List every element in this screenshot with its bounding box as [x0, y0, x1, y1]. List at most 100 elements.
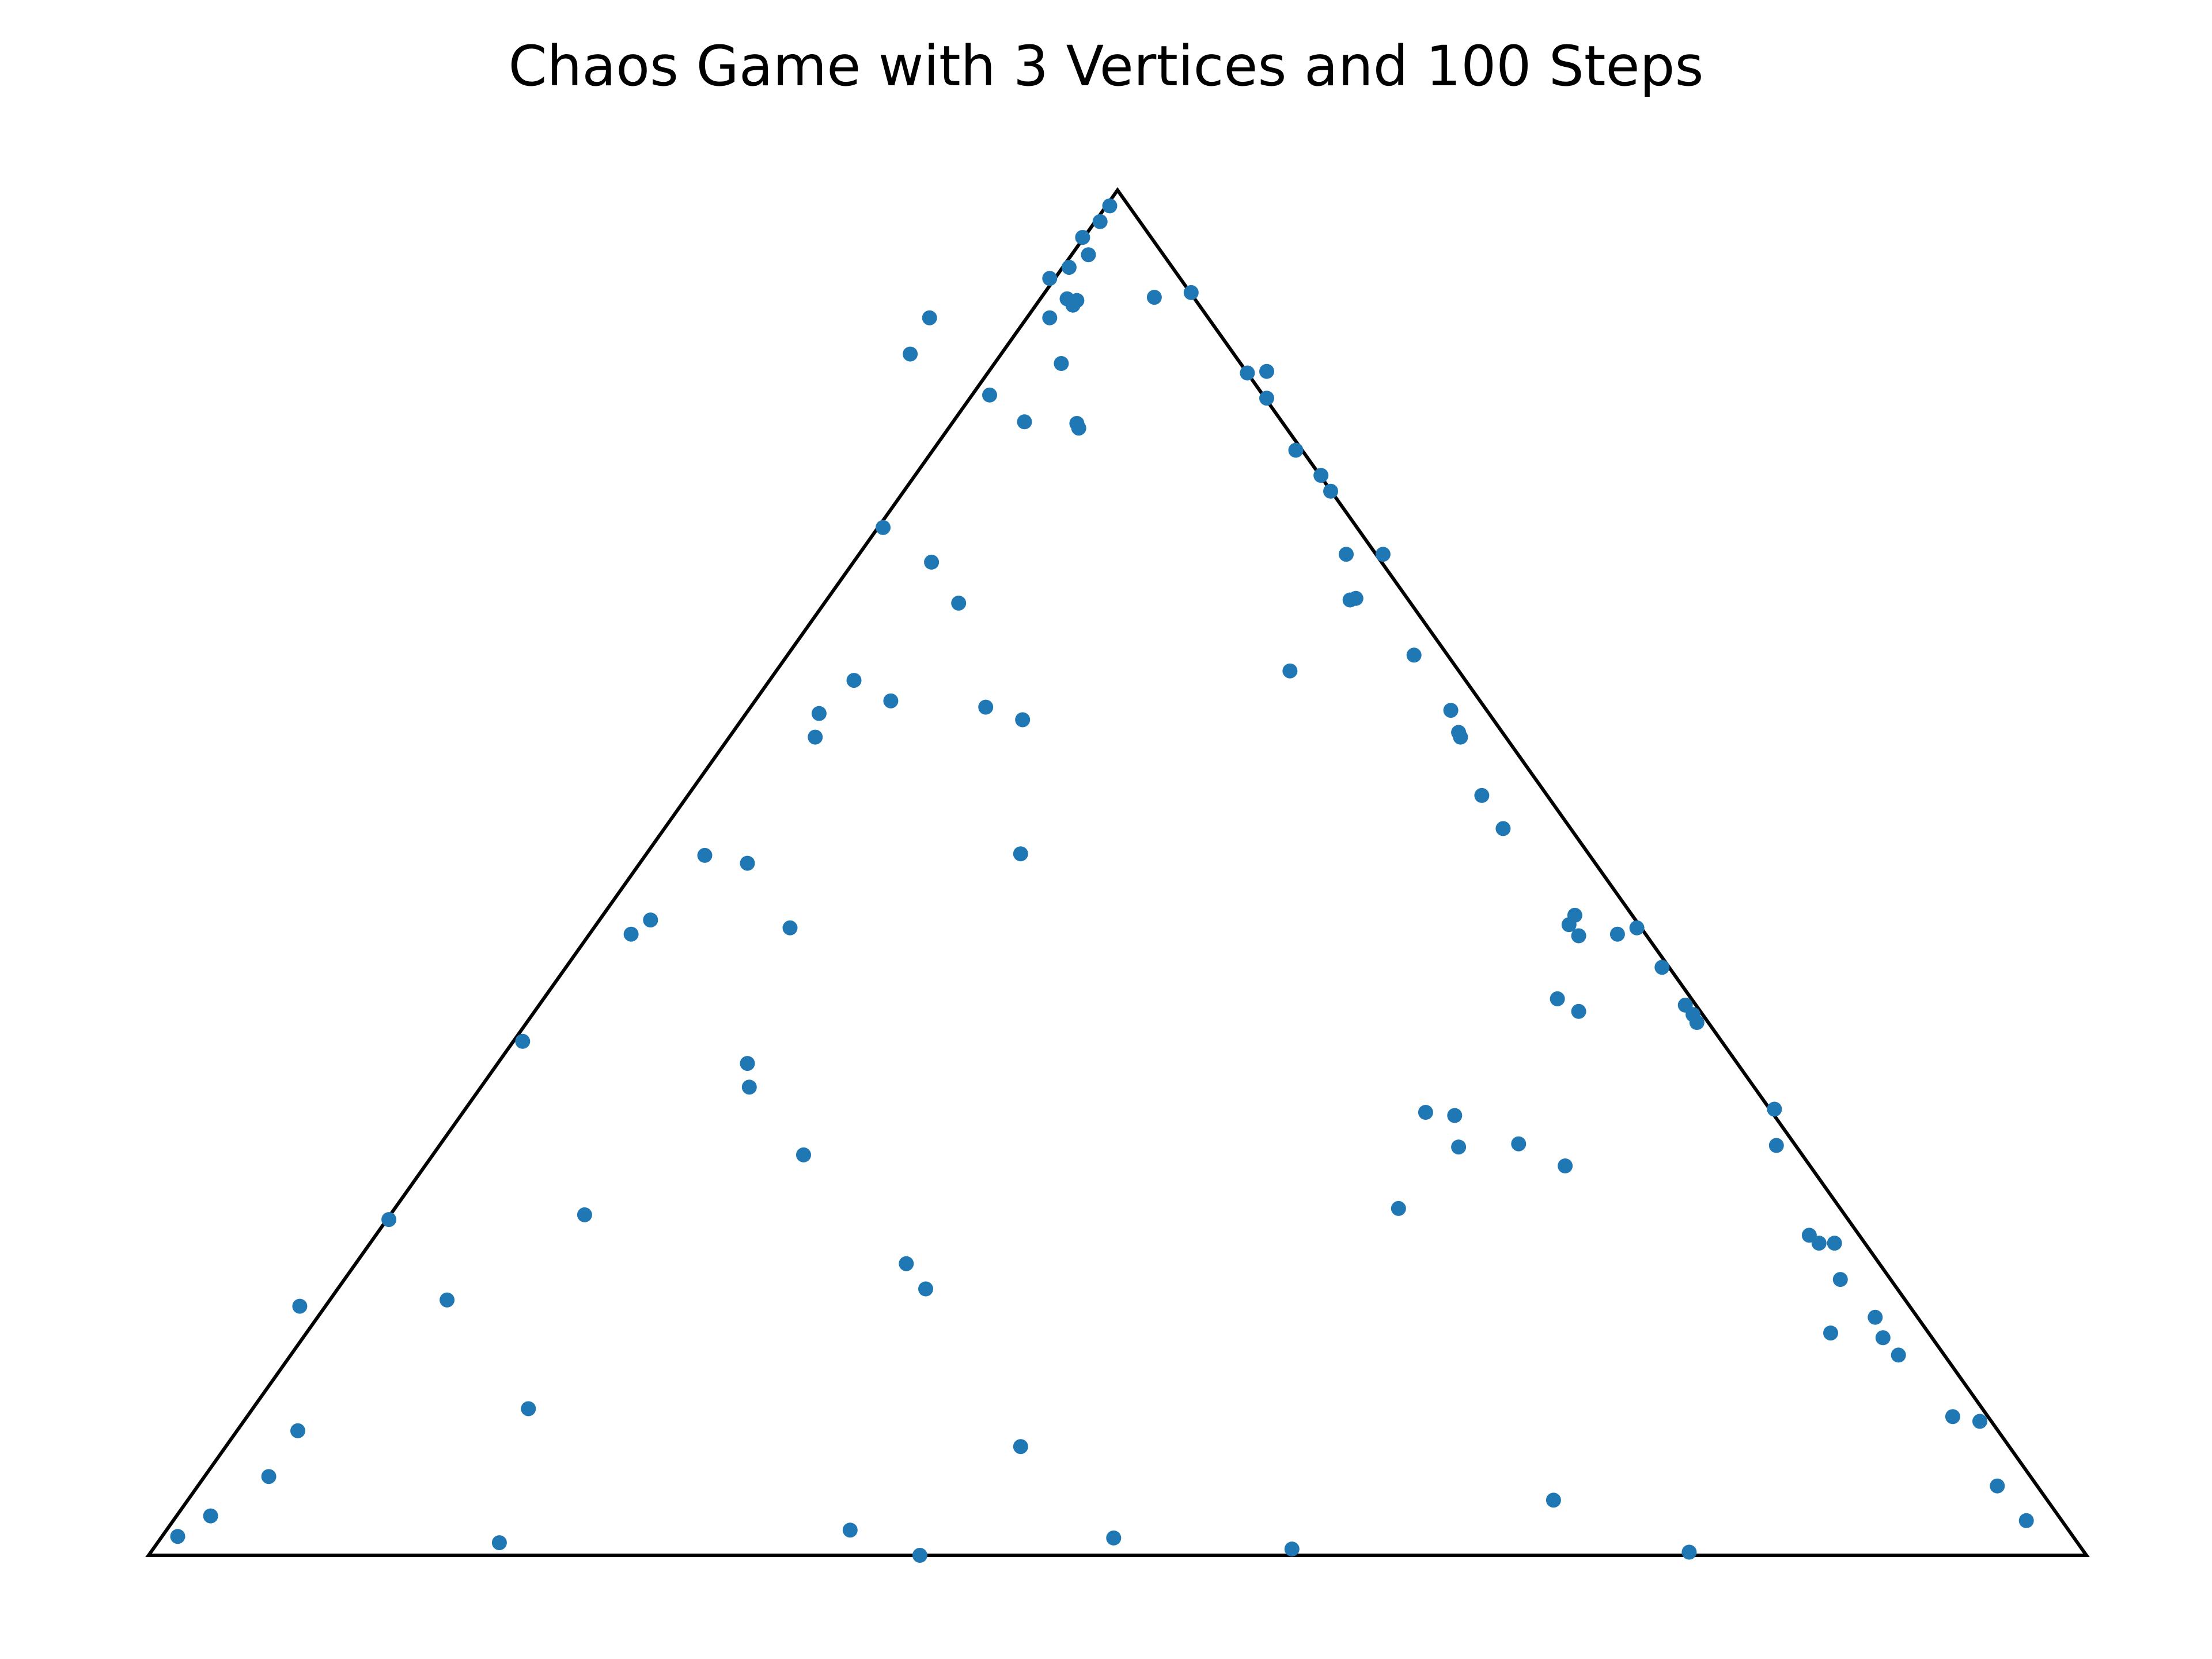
- data-point: [1259, 391, 1274, 406]
- data-point: [1875, 1330, 1891, 1346]
- data-point: [1106, 1530, 1122, 1546]
- data-point: [1375, 547, 1391, 562]
- data-point: [1075, 230, 1090, 245]
- data-point: [1443, 703, 1459, 718]
- data-point: [922, 310, 937, 325]
- data-point: [1284, 1541, 1300, 1557]
- data-point: [521, 1401, 536, 1416]
- data-point: [1013, 1439, 1028, 1455]
- data-point: [1768, 1138, 1784, 1153]
- data-point: [1288, 442, 1304, 458]
- data-point: [1990, 1478, 2005, 1494]
- data-point: [577, 1207, 592, 1222]
- data-point: [903, 346, 918, 362]
- data-point: [1042, 310, 1058, 325]
- data-point: [1832, 1272, 1848, 1287]
- data-point: [982, 387, 997, 403]
- chart-title: Chaos Game with 3 Vertices and 100 Steps: [508, 34, 1704, 99]
- data-point: [1558, 1158, 1573, 1173]
- data-point: [741, 1080, 757, 1095]
- data-point: [1550, 991, 1565, 1006]
- data-point: [643, 912, 658, 928]
- data-point: [381, 1212, 397, 1228]
- data-point: [1339, 547, 1354, 562]
- data-point: [1102, 198, 1118, 214]
- data-point: [1183, 285, 1199, 300]
- data-point: [876, 520, 891, 535]
- data-point: [1823, 1325, 1838, 1341]
- data-point: [1348, 590, 1363, 606]
- data-point: [1071, 421, 1086, 436]
- data-point: [491, 1535, 507, 1551]
- data-point: [290, 1423, 305, 1438]
- data-point: [1453, 729, 1468, 745]
- data-point: [203, 1508, 218, 1524]
- triangle-outline: [145, 187, 2090, 1557]
- data-point: [740, 855, 755, 871]
- data-point: [1571, 1003, 1586, 1019]
- data-point: [899, 1256, 914, 1271]
- data-point: [1447, 1108, 1463, 1123]
- data-point: [1240, 365, 1255, 381]
- data-point: [918, 1281, 933, 1297]
- data-point: [170, 1529, 185, 1544]
- data-point: [1391, 1200, 1406, 1216]
- data-point: [951, 596, 967, 611]
- data-point: [1571, 928, 1586, 944]
- data-point: [1092, 214, 1108, 229]
- data-point: [1811, 1236, 1827, 1251]
- data-point: [1313, 468, 1329, 483]
- data-point: [1017, 414, 1032, 430]
- data-point: [1146, 290, 1162, 305]
- data-point: [1054, 356, 1069, 371]
- data-point: [1495, 821, 1511, 836]
- data-point: [697, 847, 713, 863]
- data-point: [1868, 1309, 1883, 1325]
- data-point: [842, 1522, 858, 1538]
- triangle-outline-group: [145, 187, 2090, 1557]
- data-point: [740, 1056, 755, 1071]
- data-point: [623, 926, 639, 942]
- data-point: [1282, 663, 1298, 679]
- data-point: [2018, 1513, 2034, 1528]
- data-point: [1681, 1544, 1697, 1560]
- data-point: [1323, 483, 1338, 499]
- data-point: [1629, 920, 1645, 935]
- data-point: [440, 1292, 455, 1308]
- data-point: [782, 920, 798, 935]
- data-point: [1891, 1347, 1906, 1363]
- data-point: [292, 1298, 308, 1314]
- data-point: [1945, 1409, 1960, 1425]
- data-point: [1827, 1236, 1842, 1251]
- data-point: [924, 554, 940, 570]
- data-point: [1689, 1015, 1705, 1030]
- data-point: [1259, 363, 1274, 379]
- data-point: [978, 699, 994, 715]
- data-point: [1511, 1136, 1527, 1152]
- data-point: [1406, 647, 1422, 663]
- data-point: [1609, 926, 1625, 942]
- data-point: [1418, 1105, 1433, 1120]
- data-point: [846, 673, 862, 688]
- data-point: [808, 729, 823, 745]
- data-points-group: [170, 198, 2034, 1563]
- data-point: [1451, 1139, 1467, 1155]
- data-point: [883, 693, 899, 709]
- data-point: [1654, 960, 1670, 975]
- data-point: [1546, 1493, 1561, 1508]
- data-point: [1013, 846, 1028, 862]
- data-point: [912, 1548, 927, 1563]
- data-point: [1972, 1414, 1987, 1429]
- data-point: [811, 706, 827, 721]
- data-point: [1567, 907, 1582, 923]
- data-point: [1061, 260, 1077, 275]
- data-point: [515, 1033, 531, 1049]
- data-point: [261, 1469, 276, 1484]
- data-point: [1767, 1101, 1782, 1117]
- data-point: [1015, 712, 1031, 728]
- data-point: [1081, 247, 1096, 263]
- data-point: [1059, 291, 1075, 306]
- data-point: [796, 1147, 811, 1162]
- data-point: [1474, 787, 1490, 803]
